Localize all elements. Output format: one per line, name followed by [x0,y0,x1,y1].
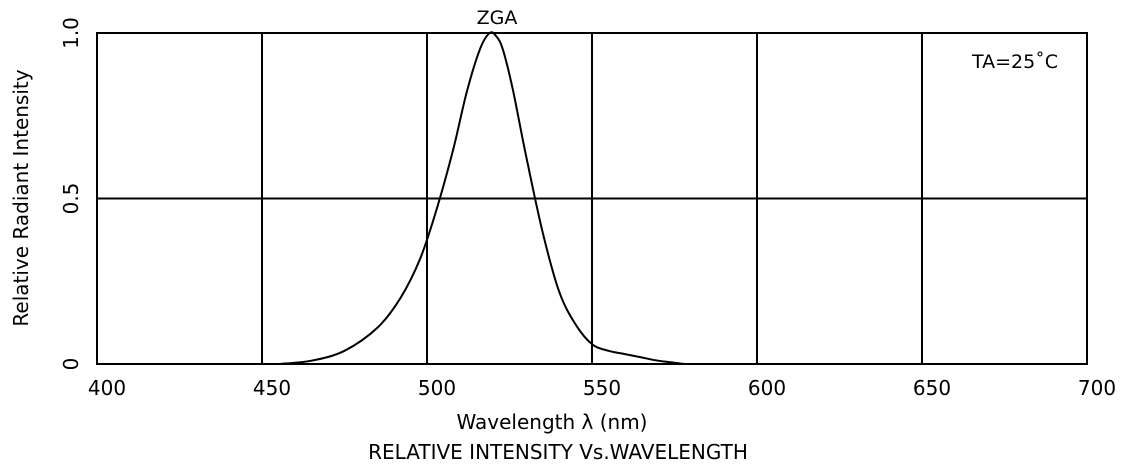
y-tick-label: 0.5 [59,183,83,215]
x-tick-label: 550 [583,376,621,400]
x-tick-label: 500 [418,376,456,400]
series-line-zga [278,31,685,365]
x-tick-label: 650 [913,376,951,400]
y-tick-label: 0 [59,358,83,371]
y-tick-label: 1.0 [59,17,83,49]
x-tick-labels: 400 450 500 550 600 650 700 [88,376,1116,400]
plot-frame [96,32,1088,365]
x-axis-label: Wavelength λ (nm) [457,410,648,434]
x-tick-label: 700 [1078,376,1116,400]
x-tick-label: 400 [88,376,126,400]
condition-annotation: TA=25˚C [971,51,1058,73]
y-axis-label: Relative Radiant Intensity [9,69,33,326]
chart-title: RELATIVE INTENSITY Vs.WAVELENGTH [368,440,748,464]
series-label: ZGA [477,7,518,29]
y-tick-labels: 0 0.5 1.0 [59,17,83,370]
grid-lines [97,33,1087,364]
x-tick-label: 450 [253,376,291,400]
x-tick-label: 600 [748,376,786,400]
